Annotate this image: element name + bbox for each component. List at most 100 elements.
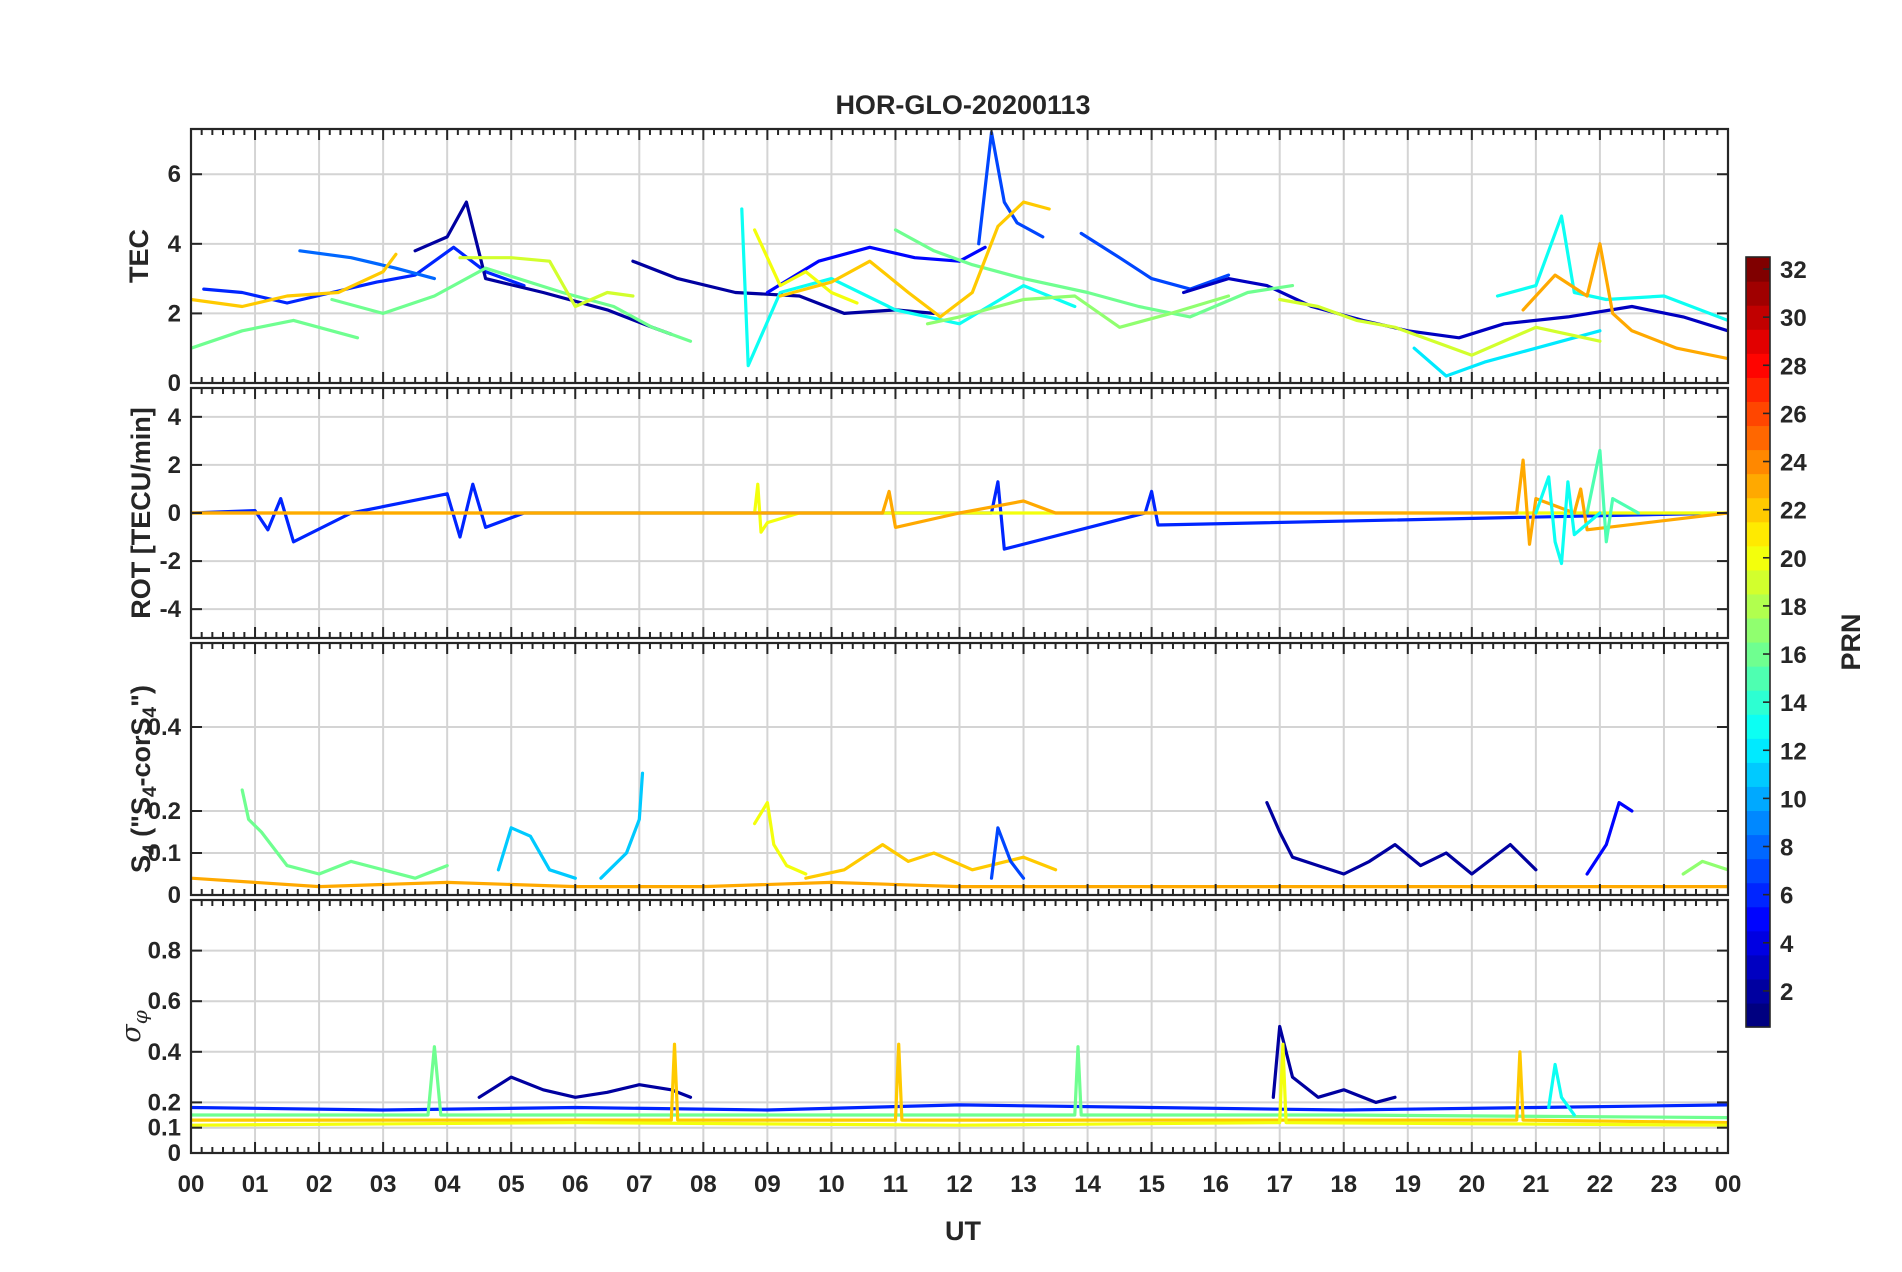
- colorbar-tick-label: 12: [1780, 738, 1807, 765]
- colorbar-swatch: [1746, 569, 1770, 595]
- series-line-prn-7: [977, 130, 1045, 246]
- x-tick-label: 06: [562, 1171, 589, 1198]
- series-line-prn-3: [1181, 277, 1728, 340]
- y-tick-label: 2: [168, 300, 181, 327]
- x-tick-label: 18: [1330, 1171, 1357, 1198]
- colorbar-swatch: [1746, 425, 1770, 451]
- x-tick-label: 11: [883, 1171, 908, 1198]
- y-tick-label: 0.6: [148, 988, 181, 1015]
- series-line-prn-6: [191, 1103, 1728, 1112]
- x-tick-label: 00: [178, 1171, 205, 1198]
- series-line-prn-15: [1585, 448, 1640, 544]
- series-group: [191, 1024, 1728, 1127]
- colorbar-tick-label: 20: [1780, 546, 1807, 573]
- y-tick-label: 0.1: [148, 1115, 181, 1142]
- y-axis-label-part: 4: [140, 786, 161, 797]
- series-line-prn-22: [191, 252, 398, 309]
- x-tick-label: 17: [1266, 1171, 1293, 1198]
- panel-3: 00.10.20.4S4 ("S4-corS4"): [126, 641, 1730, 909]
- series-line-prn-7: [1079, 231, 1231, 291]
- colorbar-swatch: [1746, 377, 1770, 402]
- colorbar-frame: [1745, 256, 1771, 1028]
- colorbar-swatch: [1746, 858, 1770, 884]
- y-tick-label: 6: [168, 161, 181, 188]
- x-tick-label: 07: [626, 1171, 653, 1198]
- colorbar-swatch: [1746, 281, 1770, 306]
- x-tick-label: 04: [434, 1171, 461, 1198]
- series-line-prn-2: [477, 1075, 693, 1099]
- series-line-prn-19: [458, 256, 635, 309]
- series-line-prn-13: [1495, 214, 1728, 322]
- x-axis-label: UT: [945, 1216, 981, 1246]
- y-tick-label: 0: [168, 500, 181, 527]
- y-axis-label-part: S: [126, 855, 156, 873]
- y-tick-label: 0: [168, 370, 181, 397]
- series-line-prn-8: [298, 249, 436, 281]
- y-tick-label: 2: [168, 452, 181, 479]
- colorbar-swatch: [1746, 617, 1770, 643]
- x-tick-label: 05: [498, 1171, 525, 1198]
- x-tick-label: 12: [946, 1171, 973, 1198]
- series-line-prn-17: [1681, 859, 1728, 876]
- x-tick-labels: 00 01 02 03 04 05 06 07 08 09 10 11 12 13 14 15 16 17 18 19…: [178, 1171, 1742, 1198]
- colorbar-tick-label: 6: [1780, 883, 1793, 910]
- colorbar-tick-label: 28: [1780, 353, 1807, 380]
- y-tick-label: 0.4: [148, 714, 182, 741]
- y-axis-label: ROT [TECU/min]: [126, 407, 156, 618]
- series-line-prn-16: [191, 1045, 1728, 1120]
- colorbar-label: PRN: [1836, 613, 1866, 670]
- y-axis-label-part: -corS: [126, 717, 156, 786]
- y-tick-label: 0.2: [148, 798, 181, 825]
- x-tick-label: 10: [818, 1171, 845, 1198]
- series-line-prn-13: [1547, 1062, 1576, 1117]
- panel-2: -4 -2 0 2 4 ROT [TECU/min]: [126, 386, 1730, 640]
- colorbar-swatch: [1746, 906, 1770, 932]
- series-line-prn-16: [330, 266, 693, 343]
- y-axis-label-part: φ: [128, 1010, 152, 1024]
- y-tick-label: 0: [168, 882, 181, 909]
- series-line-prn-11: [599, 771, 645, 880]
- series-line-prn-16: [240, 788, 449, 880]
- y-axis-label: σφ: [116, 1010, 152, 1042]
- colorbar-swatch: [1746, 1002, 1770, 1028]
- colorbar-swatch: [1746, 954, 1770, 980]
- x-tick-label: 21: [1523, 1171, 1550, 1198]
- series-line-prn-19: [1278, 297, 1602, 357]
- x-tick-label: 00: [1715, 1171, 1742, 1198]
- colorbar-tick-label: 10: [1780, 786, 1807, 813]
- series-group: [191, 448, 1728, 566]
- y-axis-label: TEC: [124, 229, 154, 283]
- x-tick-label: 20: [1458, 1171, 1485, 1198]
- series-line-prn-22: [778, 200, 1051, 319]
- panel-1: 0 2 4 6 TEC: [124, 127, 1730, 397]
- series-line-prn-2: [1265, 800, 1538, 876]
- colorbar-tick-label: 18: [1780, 594, 1807, 621]
- x-tick-label: 03: [370, 1171, 397, 1198]
- series-line-prn-22: [804, 842, 1058, 880]
- series-line-prn-16: [893, 228, 1295, 319]
- x-tick-label: 23: [1651, 1171, 1678, 1198]
- colorbar-tick-label: 32: [1780, 257, 1807, 284]
- x-tick-label: 14: [1074, 1171, 1101, 1198]
- series-line-prn-20: [752, 228, 859, 305]
- colorbar-swatch: [1746, 810, 1770, 836]
- series-line-prn-7: [989, 826, 1026, 880]
- series-line-prn-20: [191, 1042, 1728, 1127]
- y-tick-label: 0.8: [148, 938, 181, 965]
- colorbar-swatch: [1746, 329, 1770, 354]
- y-tick-label: 4: [168, 231, 182, 258]
- y-tick-label: -4: [160, 596, 182, 623]
- series-line-prn-16: [191, 318, 360, 350]
- series-line-prn-22: [191, 1042, 1728, 1125]
- series-line-prn-5: [765, 245, 987, 295]
- colorbar-tick-label: 14: [1780, 690, 1807, 717]
- x-tick-label: 22: [1587, 1171, 1614, 1198]
- panel-frame: [189, 127, 1730, 385]
- x-tick-label: 16: [1202, 1171, 1229, 1198]
- x-tick-label: 08: [690, 1171, 717, 1198]
- x-tick-label: 02: [306, 1171, 333, 1198]
- colorbar-tick-label: 4: [1780, 931, 1794, 958]
- series-line-prn-6: [202, 245, 526, 305]
